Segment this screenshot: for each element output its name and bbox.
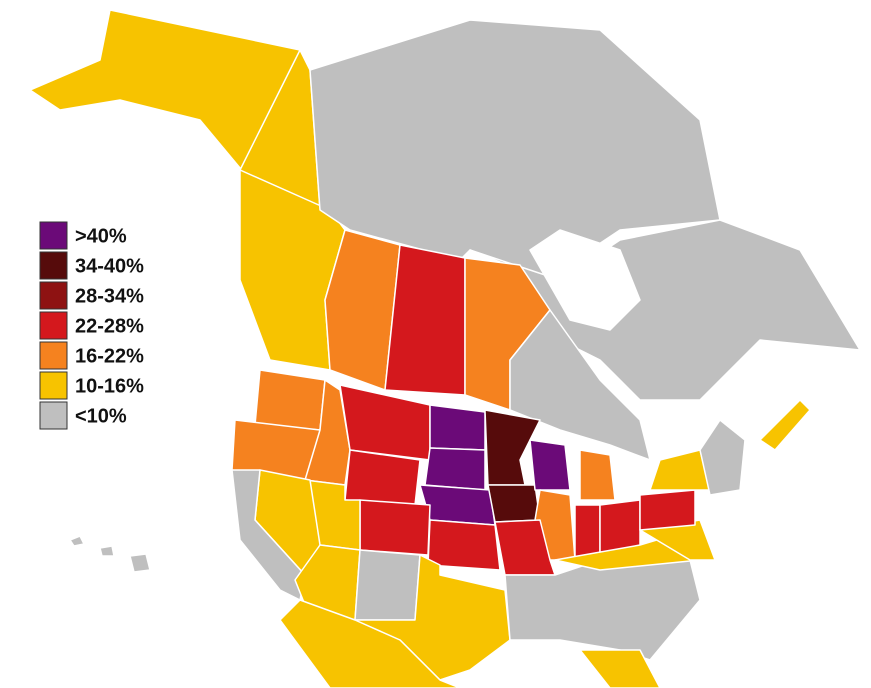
region (759, 399, 811, 451)
region (429, 404, 486, 451)
legend-swatch (39, 221, 68, 250)
region (579, 649, 661, 688)
region (574, 504, 601, 561)
bay (529, 229, 641, 331)
region (344, 449, 421, 506)
region (324, 229, 401, 391)
region (424, 447, 486, 491)
legend-label: <10% (75, 405, 127, 427)
legend: >40% 34-40% 28-34% 22-28% 16-22% 10-16% <10% (39, 221, 144, 430)
region (419, 484, 496, 526)
region (699, 419, 746, 496)
legend-swatch (39, 341, 68, 370)
legend-swatch (39, 311, 68, 340)
legend-swatch (39, 281, 68, 310)
legend-label: 22-28% (75, 315, 144, 337)
region (359, 499, 431, 556)
region (99, 545, 115, 557)
region (354, 554, 511, 681)
region (384, 244, 466, 396)
legend-swatch (39, 251, 68, 280)
legend-label: 34-40% (75, 255, 144, 277)
legend-swatch (39, 401, 68, 430)
region (509, 309, 651, 461)
region (484, 409, 541, 486)
region (579, 449, 616, 501)
region (69, 535, 85, 547)
legend-label: >40% (75, 225, 127, 247)
region (279, 599, 461, 688)
region (254, 369, 326, 431)
region (129, 553, 151, 573)
legend-swatch (39, 371, 68, 400)
region (494, 519, 556, 576)
region (354, 549, 421, 621)
region (504, 559, 701, 661)
region (639, 489, 696, 531)
map (29, 9, 861, 688)
region (427, 519, 501, 571)
legend-label: 10-16% (75, 375, 144, 397)
region (529, 439, 571, 491)
legend-label: 28-34% (75, 285, 144, 307)
region (487, 484, 541, 523)
legend-label: 16-22% (75, 345, 144, 367)
